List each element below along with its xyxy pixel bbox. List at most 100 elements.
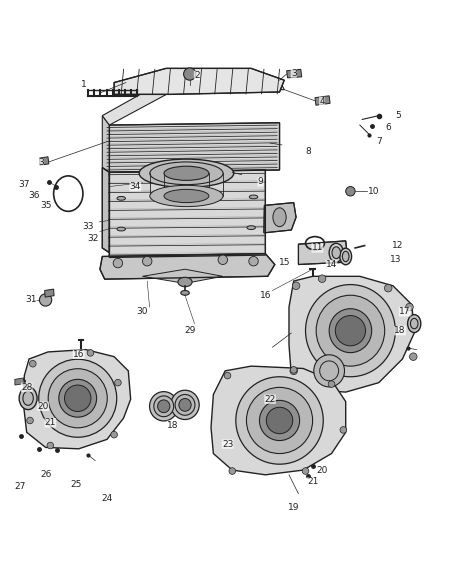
Ellipse shape <box>340 248 352 265</box>
Circle shape <box>183 68 196 80</box>
Text: 9: 9 <box>258 177 264 187</box>
Ellipse shape <box>117 196 126 200</box>
Polygon shape <box>102 80 284 125</box>
Ellipse shape <box>236 376 323 464</box>
Ellipse shape <box>66 386 90 410</box>
Ellipse shape <box>117 227 126 231</box>
Ellipse shape <box>329 243 343 262</box>
Circle shape <box>302 468 309 474</box>
Ellipse shape <box>319 361 338 381</box>
Circle shape <box>113 259 123 268</box>
Text: 33: 33 <box>82 222 94 231</box>
Circle shape <box>143 256 152 266</box>
Circle shape <box>318 275 326 282</box>
Text: 19: 19 <box>288 503 300 512</box>
Circle shape <box>410 353 417 360</box>
Polygon shape <box>15 378 24 385</box>
Text: 20: 20 <box>37 402 49 411</box>
Polygon shape <box>45 289 54 297</box>
Ellipse shape <box>48 369 107 428</box>
Text: 35: 35 <box>40 201 51 210</box>
Circle shape <box>229 468 236 474</box>
Ellipse shape <box>316 295 385 366</box>
Ellipse shape <box>410 318 418 329</box>
Text: 31: 31 <box>26 296 37 304</box>
Text: 10: 10 <box>368 187 380 196</box>
Circle shape <box>218 255 228 264</box>
Polygon shape <box>211 366 346 475</box>
Circle shape <box>335 315 365 346</box>
Text: 14: 14 <box>326 260 337 269</box>
Polygon shape <box>23 350 131 449</box>
Circle shape <box>39 294 52 306</box>
Text: 28: 28 <box>21 383 32 392</box>
Polygon shape <box>143 269 223 284</box>
Polygon shape <box>100 254 275 279</box>
Text: 13: 13 <box>390 255 401 264</box>
Text: 24: 24 <box>101 494 113 503</box>
Ellipse shape <box>273 208 286 227</box>
Text: 20: 20 <box>316 465 328 475</box>
Ellipse shape <box>246 388 313 454</box>
Ellipse shape <box>175 394 195 415</box>
Polygon shape <box>109 123 280 173</box>
Ellipse shape <box>154 396 173 417</box>
Text: 11: 11 <box>311 243 323 253</box>
Circle shape <box>249 256 258 266</box>
Circle shape <box>406 303 413 311</box>
Text: 7: 7 <box>376 137 382 146</box>
Polygon shape <box>289 277 414 392</box>
Text: 32: 32 <box>87 234 99 243</box>
Circle shape <box>346 187 355 196</box>
Circle shape <box>29 360 36 367</box>
Text: 29: 29 <box>184 326 195 335</box>
Ellipse shape <box>178 277 192 286</box>
Circle shape <box>224 372 231 379</box>
Text: 22: 22 <box>264 394 276 404</box>
Ellipse shape <box>59 379 97 417</box>
Ellipse shape <box>314 355 345 387</box>
Text: 34: 34 <box>130 182 141 191</box>
Text: 18: 18 <box>394 326 406 335</box>
Polygon shape <box>39 157 49 165</box>
Ellipse shape <box>247 226 255 229</box>
Ellipse shape <box>150 185 223 207</box>
Ellipse shape <box>164 166 209 180</box>
Polygon shape <box>264 203 296 233</box>
Circle shape <box>115 379 121 386</box>
Ellipse shape <box>23 391 33 406</box>
Polygon shape <box>299 241 348 264</box>
Ellipse shape <box>408 314 421 332</box>
Ellipse shape <box>157 400 170 413</box>
Ellipse shape <box>306 285 395 376</box>
Text: 23: 23 <box>222 440 233 449</box>
Ellipse shape <box>337 317 364 344</box>
Polygon shape <box>114 69 284 94</box>
Text: 21: 21 <box>307 478 319 486</box>
Text: 16: 16 <box>260 290 271 300</box>
Text: 15: 15 <box>279 257 290 267</box>
Ellipse shape <box>139 159 234 188</box>
Text: 37: 37 <box>18 180 30 189</box>
Ellipse shape <box>342 251 349 261</box>
Circle shape <box>111 431 118 438</box>
Text: 27: 27 <box>14 482 25 491</box>
Circle shape <box>340 426 346 433</box>
Text: 12: 12 <box>392 241 403 250</box>
Circle shape <box>47 442 54 449</box>
Polygon shape <box>109 170 265 257</box>
Ellipse shape <box>329 309 372 353</box>
Ellipse shape <box>171 390 199 419</box>
Text: 1: 1 <box>81 80 86 89</box>
Text: 16: 16 <box>73 350 84 359</box>
Text: 18: 18 <box>167 421 179 430</box>
Ellipse shape <box>249 195 258 199</box>
Text: 2: 2 <box>194 71 200 80</box>
Text: 17: 17 <box>399 307 410 316</box>
Text: 5: 5 <box>395 111 401 120</box>
Circle shape <box>87 350 94 356</box>
Text: 36: 36 <box>28 192 39 200</box>
Text: 8: 8 <box>305 146 311 156</box>
Polygon shape <box>315 96 330 105</box>
Text: 25: 25 <box>71 480 82 489</box>
